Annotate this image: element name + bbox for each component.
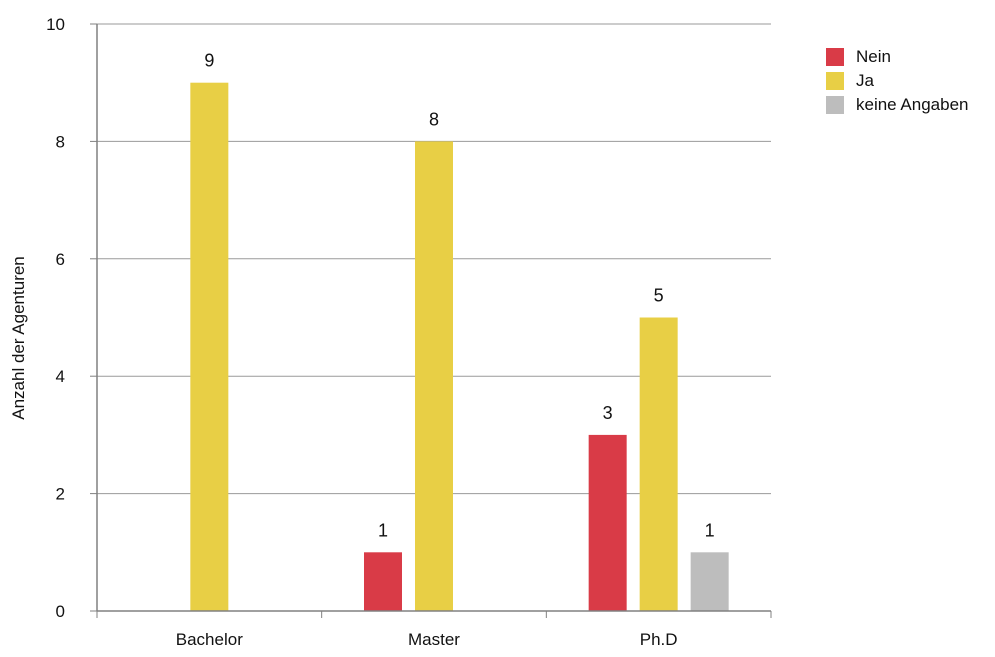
bar-nein-ph-d <box>588 434 627 611</box>
y-tick-label: 4 <box>56 367 65 386</box>
y-axis-title: Anzahl der Agenturen <box>9 256 28 420</box>
y-tick-label: 2 <box>56 485 65 504</box>
axes <box>90 23 772 618</box>
y-tick-label: 0 <box>56 602 65 621</box>
data-label: 8 <box>429 109 439 129</box>
bars <box>190 82 729 611</box>
x-tick-label: Bachelor <box>176 630 243 649</box>
bar-ja-master <box>415 141 453 611</box>
legend: Nein Ja keine Angaben <box>826 46 969 118</box>
bar-ja-bachelor <box>190 82 229 611</box>
bar-keine-angaben-ph-d <box>690 552 729 611</box>
bar-nein-master <box>364 552 402 611</box>
y-tick-label: 8 <box>56 132 65 151</box>
legend-label: Nein <box>856 47 891 66</box>
data-label: 5 <box>654 286 664 306</box>
y-tick-label: 10 <box>46 15 65 34</box>
x-tick-label: Master <box>408 630 460 649</box>
data-label: 9 <box>204 51 214 71</box>
labels: 0 2 4 6 8 10 9 Bachelor 1 8 Master 3 5 1 Ph.D <box>46 15 715 649</box>
legend-label: keine Angaben <box>856 95 969 114</box>
legend-swatch <box>826 96 844 114</box>
legend-swatch <box>826 48 844 66</box>
y-tick-label: 6 <box>56 250 65 269</box>
legend-item: Ja <box>826 70 969 92</box>
legend-swatch <box>826 72 844 90</box>
x-tick-label: Ph.D <box>640 630 678 649</box>
legend-item: keine Angaben <box>826 94 969 116</box>
bar-ja-ph-d <box>639 317 678 611</box>
data-label: 1 <box>705 520 715 540</box>
legend-label: Ja <box>856 71 874 90</box>
legend-item: Nein <box>826 46 969 68</box>
data-label: 3 <box>603 403 613 423</box>
data-label: 1 <box>378 520 388 540</box>
